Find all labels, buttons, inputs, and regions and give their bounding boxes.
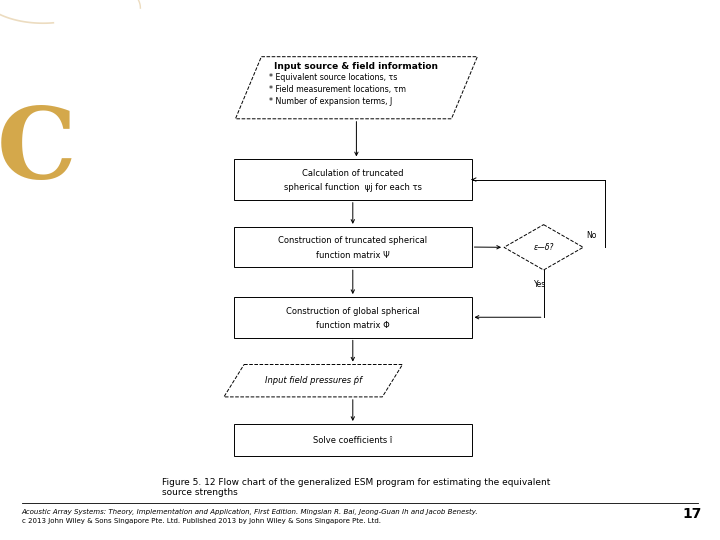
Text: No: No <box>586 232 596 240</box>
Text: Input source & field information: Input source & field information <box>274 62 438 71</box>
Text: * Number of expansion terms, J: * Number of expansion terms, J <box>269 97 392 106</box>
Text: Solve coefficients î: Solve coefficients î <box>313 436 392 444</box>
Text: Input field pressures ṕf: Input field pressures ṕf <box>265 376 361 385</box>
Text: * Equivalent source locations, τs: * Equivalent source locations, τs <box>269 73 397 82</box>
Text: c 2013 John Wiley & Sons Singapore Pte. Ltd. Published 2013 by John Wiley & Sons: c 2013 John Wiley & Sons Singapore Pte. … <box>22 518 381 524</box>
Text: 17: 17 <box>683 507 702 521</box>
Text: Construction of truncated spherical: Construction of truncated spherical <box>278 237 428 246</box>
Bar <box>234 297 472 338</box>
Bar <box>234 227 472 267</box>
Text: Yes: Yes <box>534 280 546 289</box>
Text: Calculation of truncated: Calculation of truncated <box>302 169 403 178</box>
Text: * Field measurement locations, τm: * Field measurement locations, τm <box>269 85 405 94</box>
Bar <box>234 159 472 200</box>
Text: C: C <box>0 103 76 200</box>
Text: Construction of global spherical: Construction of global spherical <box>286 307 420 316</box>
Text: function matrix Ψ: function matrix Ψ <box>316 251 390 260</box>
Text: ε—δ?: ε—δ? <box>534 243 554 252</box>
Bar <box>234 424 472 456</box>
Text: function matrix Φ: function matrix Φ <box>316 321 390 330</box>
Text: spherical function  ψj for each τs: spherical function ψj for each τs <box>284 183 422 192</box>
Text: Figure 5. 12 Flow chart of the generalized ESM program for estimating the equiva: Figure 5. 12 Flow chart of the generaliz… <box>162 478 550 497</box>
Text: Acoustic Array Systems: Theory, Implementation and Application, First Edition. M: Acoustic Array Systems: Theory, Implemen… <box>22 509 478 515</box>
